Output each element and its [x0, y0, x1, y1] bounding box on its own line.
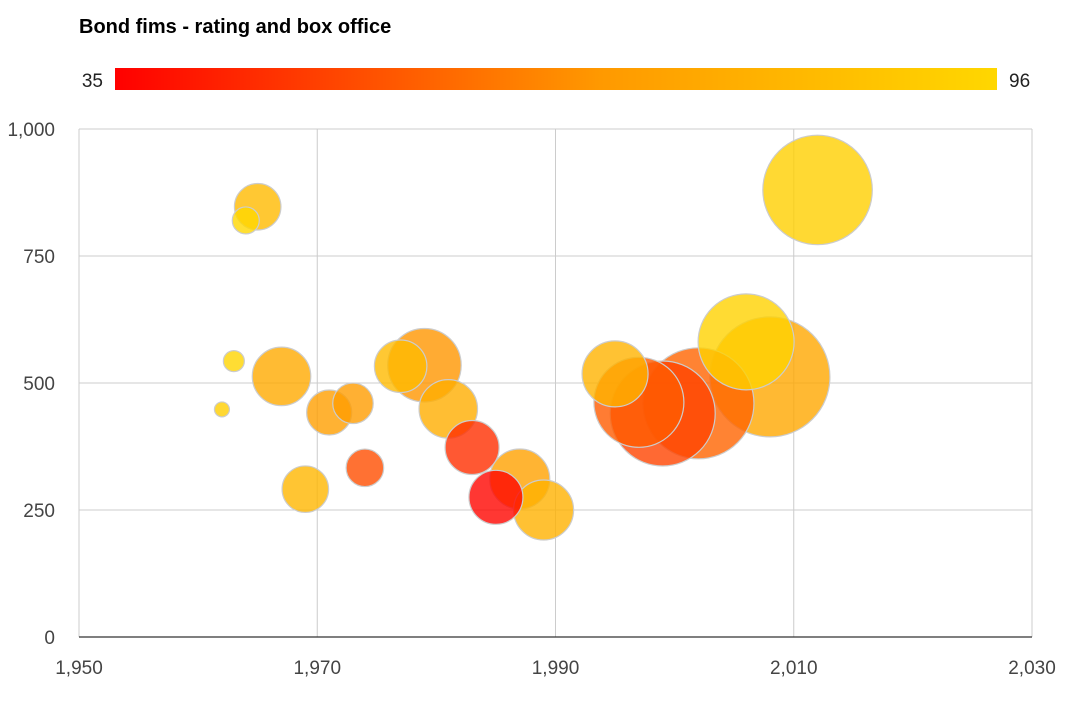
y-tick-label: 250: [23, 501, 55, 522]
bubble-point[interactable]: [281, 465, 330, 514]
y-tick-label: 750: [23, 247, 55, 268]
bubble-point[interactable]: [468, 469, 524, 525]
bubbles: [213, 134, 873, 541]
bubble-point[interactable]: [762, 134, 873, 246]
bubble-point[interactable]: [373, 339, 428, 394]
bubble-point[interactable]: [251, 346, 312, 407]
x-tick-label: 1,950: [55, 658, 103, 679]
x-tick-label: 2,030: [1008, 658, 1056, 679]
bubble-point[interactable]: [213, 401, 231, 418]
x-tick-label: 1,970: [293, 658, 341, 679]
color-legend-bar: [115, 68, 997, 90]
gridlines: [78, 128, 1033, 637]
bubble-point[interactable]: [345, 448, 385, 488]
bubble-point[interactable]: [332, 382, 374, 425]
y-tick-label: 500: [23, 374, 55, 395]
bubble-point[interactable]: [581, 340, 649, 408]
bubble-point[interactable]: [697, 293, 795, 391]
bubble-point[interactable]: [444, 419, 500, 476]
bubble-point[interactable]: [231, 206, 260, 235]
x-tick-label: 1,990: [532, 658, 580, 679]
axes: 0 250 500 750 1,000 1,950 1,970 1,990 2,010 2,030: [7, 120, 1055, 679]
chart-title: Bond fims - rating and box office: [79, 16, 392, 38]
bubble-point[interactable]: [222, 350, 245, 373]
y-tick-label: 1,000: [7, 120, 55, 141]
x-tick-label: 2,010: [770, 658, 818, 679]
bubble-point[interactable]: [512, 479, 575, 541]
color-legend-min-label: 35: [82, 71, 103, 92]
color-legend-max-label: 96: [1009, 71, 1030, 92]
y-tick-label: 0: [44, 628, 55, 649]
